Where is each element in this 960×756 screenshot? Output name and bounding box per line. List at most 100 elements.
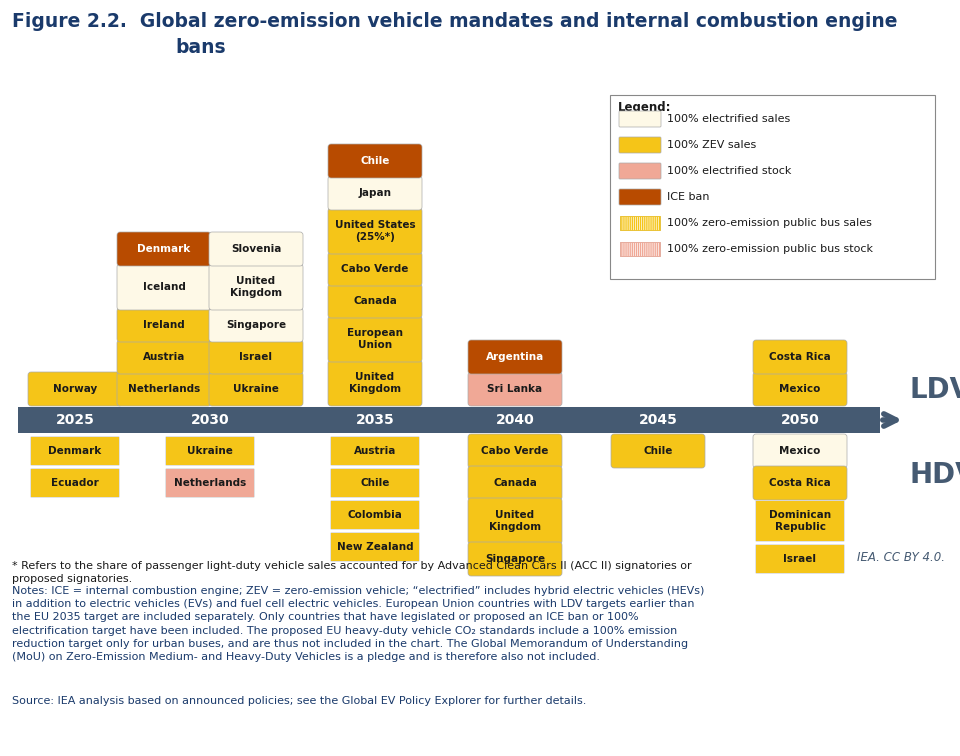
Text: Netherlands: Netherlands	[128, 384, 200, 394]
Text: Canada: Canada	[493, 478, 537, 488]
Text: HDV: HDV	[910, 461, 960, 489]
FancyBboxPatch shape	[611, 434, 705, 468]
FancyBboxPatch shape	[117, 372, 211, 406]
Text: Chile: Chile	[643, 446, 673, 456]
Text: Chile: Chile	[360, 478, 390, 488]
Text: Ecuador: Ecuador	[51, 478, 99, 488]
Bar	[620, 242, 660, 256]
Text: Cabo Verde: Cabo Verde	[342, 264, 409, 274]
FancyBboxPatch shape	[619, 137, 661, 153]
FancyBboxPatch shape	[619, 163, 661, 179]
FancyBboxPatch shape	[209, 264, 303, 310]
Text: Ukraine: Ukraine	[233, 384, 279, 394]
FancyBboxPatch shape	[331, 533, 419, 561]
FancyBboxPatch shape	[28, 372, 122, 406]
Text: European
Union: European Union	[347, 328, 403, 350]
Text: 2030: 2030	[191, 413, 229, 427]
Text: * Refers to the share of passenger light-duty vehicle sales accounted for by Adv: * Refers to the share of passenger light…	[12, 561, 691, 584]
FancyBboxPatch shape	[619, 189, 661, 205]
Text: IEA. CC BY 4.0.: IEA. CC BY 4.0.	[857, 551, 945, 564]
Text: United
Kingdom: United Kingdom	[348, 372, 401, 394]
FancyBboxPatch shape	[166, 437, 254, 465]
FancyBboxPatch shape	[619, 111, 661, 127]
FancyBboxPatch shape	[468, 542, 562, 576]
Text: United
Kingdom: United Kingdom	[230, 276, 282, 298]
Text: 2045: 2045	[638, 413, 678, 427]
Text: Costa Rica: Costa Rica	[769, 352, 830, 362]
Text: bans: bans	[175, 38, 226, 57]
FancyBboxPatch shape	[166, 469, 254, 497]
FancyBboxPatch shape	[753, 372, 847, 406]
Text: New Zealand: New Zealand	[337, 542, 414, 552]
Text: 100% zero-emission public bus sales: 100% zero-emission public bus sales	[667, 218, 872, 228]
Text: Canada: Canada	[353, 296, 396, 306]
FancyBboxPatch shape	[117, 340, 211, 374]
Text: 2025: 2025	[56, 413, 94, 427]
Text: Cabo Verde: Cabo Verde	[481, 446, 549, 456]
Text: Notes: ICE = internal combustion engine; ZEV = zero-emission vehicle; “electrifi: Notes: ICE = internal combustion engine;…	[12, 586, 705, 662]
FancyBboxPatch shape	[209, 372, 303, 406]
Text: Ireland: Ireland	[143, 320, 185, 330]
Text: Source: IEA analysis based on announced policies; see the Global EV Policy Explo: Source: IEA analysis based on announced …	[12, 696, 587, 706]
FancyBboxPatch shape	[209, 308, 303, 342]
FancyBboxPatch shape	[328, 144, 422, 178]
FancyBboxPatch shape	[468, 372, 562, 406]
FancyBboxPatch shape	[328, 252, 422, 286]
Text: Israel: Israel	[783, 554, 817, 564]
FancyBboxPatch shape	[468, 498, 562, 544]
FancyBboxPatch shape	[31, 437, 119, 465]
FancyBboxPatch shape	[468, 434, 562, 468]
Text: Argentina: Argentina	[486, 352, 544, 362]
FancyBboxPatch shape	[468, 466, 562, 500]
Text: United States
(25%*): United States (25%*)	[335, 220, 416, 242]
Text: Israel: Israel	[239, 352, 273, 362]
FancyBboxPatch shape	[756, 501, 844, 541]
Text: Denmark: Denmark	[137, 244, 191, 254]
FancyBboxPatch shape	[753, 340, 847, 374]
Bar	[18, 407, 880, 433]
Text: 100% electrified sales: 100% electrified sales	[667, 114, 790, 124]
FancyBboxPatch shape	[117, 264, 211, 310]
FancyBboxPatch shape	[756, 545, 844, 573]
FancyBboxPatch shape	[468, 340, 562, 374]
Text: Netherlands: Netherlands	[174, 478, 246, 488]
Text: Legend:: Legend:	[618, 101, 671, 114]
Text: Japan: Japan	[358, 188, 392, 198]
Text: 100% electrified stock: 100% electrified stock	[667, 166, 791, 176]
Text: 2050: 2050	[780, 413, 820, 427]
Text: Dominican
Republic: Dominican Republic	[769, 510, 831, 531]
FancyBboxPatch shape	[328, 316, 422, 362]
Text: Austria: Austria	[354, 446, 396, 456]
Text: Singapore: Singapore	[485, 554, 545, 564]
Text: United
Kingdom: United Kingdom	[489, 510, 541, 531]
Text: Austria: Austria	[143, 352, 185, 362]
Text: 100% ZEV sales: 100% ZEV sales	[667, 140, 756, 150]
Text: LDV: LDV	[910, 376, 960, 404]
FancyBboxPatch shape	[328, 284, 422, 318]
Text: 100% zero-emission public bus stock: 100% zero-emission public bus stock	[667, 244, 873, 254]
Text: 2035: 2035	[355, 413, 395, 427]
Text: Mexico: Mexico	[780, 384, 821, 394]
FancyBboxPatch shape	[117, 232, 211, 266]
FancyBboxPatch shape	[31, 469, 119, 497]
Text: Slovenia: Slovenia	[230, 244, 281, 254]
Text: Sri Lanka: Sri Lanka	[488, 384, 542, 394]
Text: Singapore: Singapore	[226, 320, 286, 330]
FancyBboxPatch shape	[331, 437, 419, 465]
FancyBboxPatch shape	[117, 308, 211, 342]
FancyBboxPatch shape	[331, 501, 419, 529]
Bar	[610, 95, 935, 279]
FancyBboxPatch shape	[331, 469, 419, 497]
Text: Ukraine: Ukraine	[187, 446, 233, 456]
FancyBboxPatch shape	[753, 466, 847, 500]
FancyBboxPatch shape	[328, 208, 422, 254]
Text: 2040: 2040	[495, 413, 535, 427]
FancyBboxPatch shape	[328, 176, 422, 210]
Text: Chile: Chile	[360, 156, 390, 166]
Bar	[620, 216, 660, 230]
Text: Colombia: Colombia	[348, 510, 402, 520]
Bar	[620, 242, 660, 256]
FancyBboxPatch shape	[328, 360, 422, 406]
FancyBboxPatch shape	[209, 232, 303, 266]
FancyBboxPatch shape	[753, 434, 847, 468]
